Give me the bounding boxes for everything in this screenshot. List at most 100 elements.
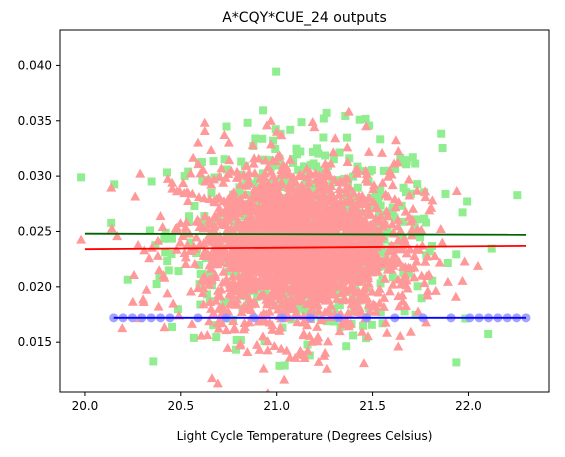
data-point-triangle: [255, 180, 266, 190]
data-point-triangle: [401, 275, 412, 285]
data-point-triangle: [285, 183, 296, 193]
x-tick-label: 20.5: [167, 399, 194, 413]
data-point-triangle: [317, 291, 328, 301]
data-point-square: [513, 191, 522, 200]
y-tick-label: 0.035: [18, 114, 52, 128]
data-point-square: [484, 329, 493, 338]
data-point-triangle: [152, 250, 163, 260]
data-point-triangle: [255, 173, 266, 183]
data-point-square: [260, 337, 269, 346]
data-point-square: [232, 400, 240, 408]
fit-lines: [84, 232, 526, 319]
data-point-triangle: [267, 324, 278, 334]
data-point-triangle: [423, 269, 434, 279]
data-point-triangle: [278, 272, 289, 282]
data-point-triangle: [363, 273, 374, 283]
data-point-triangle: [254, 344, 265, 354]
data-point-triangle: [404, 211, 415, 221]
data-point-square: [367, 202, 376, 211]
data-point-triangle: [290, 352, 301, 362]
data-point-triangle: [393, 221, 404, 231]
data-point-triangle: [257, 214, 268, 224]
data-point-triangle: [198, 299, 209, 309]
data-point-triangle: [222, 240, 233, 250]
data-point-triangle: [303, 287, 314, 297]
data-point-square: [319, 133, 328, 142]
data-point-square: [77, 173, 86, 182]
data-point-triangle: [327, 224, 338, 234]
data-point-triangle: [313, 237, 324, 247]
data-point-square: [402, 160, 411, 169]
data-point-triangle: [364, 257, 375, 267]
data-point-triangle: [384, 286, 395, 296]
data-point-triangle: [305, 261, 316, 271]
data-point-triangle: [353, 307, 364, 317]
data-point-triangle: [367, 267, 378, 277]
data-point-triangle: [227, 286, 238, 296]
data-point-square: [312, 162, 321, 171]
data-point-triangle: [412, 185, 423, 195]
data-point-triangle: [426, 202, 437, 212]
data-point-triangle: [300, 252, 311, 262]
data-point-triangle: [320, 158, 331, 168]
data-point-square: [184, 167, 193, 176]
data-point-triangle: [375, 233, 386, 243]
data-point-triangle: [279, 280, 290, 290]
y-tick-label: 0.025: [18, 224, 52, 238]
data-point-square: [365, 121, 374, 130]
data-point-triangle: [271, 268, 282, 278]
data-point-triangle: [311, 247, 322, 257]
data-point-triangle: [338, 319, 349, 329]
data-point-triangle: [262, 299, 273, 309]
data-point-triangle: [214, 207, 225, 217]
data-point-triangle: [339, 177, 350, 187]
data-point-triangle: [233, 271, 244, 281]
data-point-triangle: [382, 254, 393, 264]
x-tick-label: 21.5: [359, 399, 386, 413]
data-point-triangle: [386, 264, 397, 274]
data-point-triangle: [228, 315, 239, 325]
data-point-triangle: [112, 231, 123, 241]
data-point-square: [161, 248, 170, 257]
data-point-triangle: [280, 199, 291, 209]
data-point-triangle: [318, 175, 329, 185]
data-point-triangle: [427, 195, 438, 205]
data-point-triangle: [264, 223, 275, 233]
data-point-square: [184, 212, 193, 221]
data-point-triangle: [139, 245, 150, 255]
data-point-square: [297, 118, 306, 127]
data-point-triangle: [377, 147, 388, 157]
data-point-triangle: [399, 234, 410, 244]
data-point-square: [441, 189, 450, 198]
data-point-square: [315, 166, 324, 175]
data-point-triangle: [267, 182, 278, 192]
data-point-triangle: [157, 222, 168, 232]
data-point-triangle: [228, 187, 239, 197]
data-point-triangle: [262, 345, 273, 355]
data-point-triangle: [329, 230, 340, 240]
data-point-triangle: [393, 274, 404, 284]
data-point-triangle: [207, 236, 218, 246]
data-point-square: [438, 144, 447, 153]
data-point-triangle: [420, 192, 431, 202]
data-point-triangle: [200, 211, 211, 221]
data-point-triangle: [411, 243, 422, 253]
data-point-triangle: [178, 178, 189, 188]
data-point-triangle: [280, 253, 291, 263]
data-point-square: [404, 269, 413, 278]
data-point-triangle: [237, 236, 248, 246]
data-point-triangle: [294, 191, 305, 201]
data-point-triangle: [379, 217, 390, 227]
data-point-square: [237, 157, 246, 166]
data-point-square: [305, 351, 314, 360]
data-point-triangle: [298, 296, 309, 306]
data-point-triangle: [314, 194, 325, 204]
y-tick-label: 0.040: [18, 58, 52, 72]
data-point-square: [234, 190, 243, 199]
data-point-square: [228, 216, 237, 225]
data-point-triangle: [266, 191, 277, 201]
data-point-square: [437, 129, 446, 138]
data-point-square: [294, 166, 303, 175]
data-point-triangle: [292, 288, 303, 298]
data-point-triangle: [368, 184, 379, 194]
